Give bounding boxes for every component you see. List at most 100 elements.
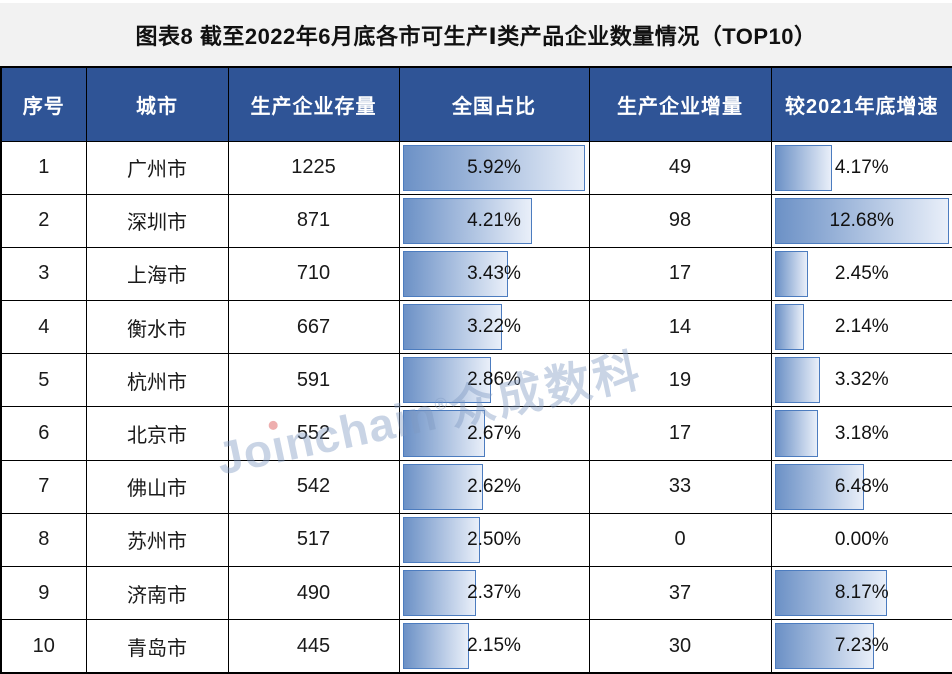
growth-cell: 4.17%: [770, 140, 952, 195]
table-row: 4 衡水市 667 3.22% 14 2.14%: [0, 300, 952, 355]
table-row: 1 广州市 1225 5.92% 49 4.17%: [0, 140, 952, 195]
share-cell: 5.92%: [398, 140, 590, 195]
growth-cell-bar: [774, 250, 809, 298]
growth-cell-value: 8.17%: [834, 582, 889, 604]
rank-cell: 4: [0, 300, 87, 355]
increment-cell: 0: [588, 512, 772, 568]
growth-cell-value: 7.23%: [834, 635, 889, 657]
share-cell-bar: [402, 410, 485, 457]
rank-cell: 2: [0, 193, 87, 248]
table-row: 7 佛山市 542 2.62% 33 6.48%: [0, 459, 952, 514]
table-row: 6 北京市 552 2.67% 17 3.18%: [0, 406, 952, 461]
growth-cell-value: 6.48%: [834, 475, 889, 497]
share-cell-bar: [402, 197, 533, 244]
header-city: 城市: [85, 66, 229, 142]
growth-cell: 12.68%: [770, 193, 952, 248]
stock-cell: 490: [227, 565, 400, 621]
stock-cell: 445: [227, 619, 400, 674]
table-row: 2 深圳市 871 4.21% 98 12.68%: [0, 193, 952, 248]
rank-cell: 7: [0, 459, 87, 514]
city-cell: 青岛市: [85, 619, 229, 674]
rank-cell: 10: [0, 619, 87, 674]
share-cell-value: 2.15%: [467, 635, 521, 657]
city-cell: 广州市: [85, 140, 229, 195]
increment-cell: 30: [588, 619, 772, 674]
city-cell: 北京市: [85, 406, 229, 461]
city-cell: 杭州市: [85, 353, 229, 408]
growth-cell-bar: [774, 197, 949, 244]
share-cell-bar: [402, 570, 476, 617]
share-cell-value: 2.67%: [467, 422, 521, 444]
stock-cell: 517: [227, 512, 400, 568]
header-share: 全国占比: [398, 66, 590, 142]
share-cell: 2.37%: [398, 565, 590, 621]
growth-cell-value: 0.00%: [834, 528, 889, 550]
growth-cell-bar: [774, 304, 804, 351]
share-cell-value: 4.21%: [467, 209, 521, 231]
share-cell-value: 5.92%: [467, 156, 521, 178]
header-increment: 生产企业增量: [588, 66, 772, 142]
share-cell: 2.67%: [398, 406, 590, 461]
stock-cell: 591: [227, 353, 400, 408]
stock-cell: 667: [227, 300, 400, 355]
growth-cell-bar: [774, 357, 821, 404]
city-cell: 苏州市: [85, 512, 229, 568]
header-rank: 序号: [0, 66, 87, 142]
title-band: 图表8 截至2022年6月底各市可生产Ⅰ类产品企业数量情况（TOP10）: [0, 0, 952, 66]
share-cell: 2.50%: [398, 512, 590, 568]
stock-cell: 552: [227, 406, 400, 461]
growth-cell-value: 3.32%: [834, 369, 889, 391]
growth-cell: 3.32%: [770, 353, 952, 408]
share-cell-bar: [402, 304, 502, 351]
increment-cell: 14: [588, 300, 772, 355]
growth-cell-value: 2.14%: [834, 316, 889, 338]
growth-cell-value: 3.18%: [834, 422, 889, 444]
stock-cell: 1225: [227, 140, 400, 195]
city-cell: 济南市: [85, 565, 229, 621]
growth-cell: 8.17%: [770, 565, 952, 621]
growth-cell: 6.48%: [770, 459, 952, 514]
growth-cell: 7.23%: [770, 619, 952, 674]
share-cell-value: 3.22%: [467, 316, 521, 338]
growth-cell: 2.14%: [770, 300, 952, 355]
share-cell-bar: [402, 357, 491, 404]
top10-city-table: 序号 城市 生产企业存量 全国占比 生产企业增量 较2021年底增速 1 广州市 1…: [0, 66, 952, 674]
share-cell: 3.43%: [398, 246, 590, 302]
growth-cell-value: 2.45%: [834, 262, 889, 284]
stock-cell: 710: [227, 246, 400, 302]
table-header-row: 序号 城市 生产企业存量 全国占比 生产企业增量 较2021年底增速: [0, 66, 952, 142]
growth-cell-bar: [774, 410, 819, 457]
increment-cell: 17: [588, 246, 772, 302]
share-cell-value: 2.37%: [467, 582, 521, 604]
rank-cell: 3: [0, 246, 87, 302]
share-cell-bar: [402, 250, 509, 298]
rank-cell: 5: [0, 353, 87, 408]
share-cell-value: 2.86%: [467, 369, 521, 391]
rank-cell: 8: [0, 512, 87, 568]
growth-cell-bar: [774, 623, 874, 669]
share-cell: 3.22%: [398, 300, 590, 355]
rank-cell: 9: [0, 565, 87, 621]
share-cell: 2.86%: [398, 353, 590, 408]
share-cell: 4.21%: [398, 193, 590, 248]
increment-cell: 33: [588, 459, 772, 514]
chart-title: 图表8 截至2022年6月底各市可生产Ⅰ类产品企业数量情况（TOP10）: [135, 23, 817, 49]
growth-cell-value: 4.17%: [834, 156, 889, 178]
increment-cell: 98: [588, 193, 772, 248]
city-cell: 衡水市: [85, 300, 229, 355]
share-cell-value: 2.62%: [467, 475, 521, 497]
rank-cell: 1: [0, 140, 87, 195]
increment-cell: 17: [588, 406, 772, 461]
increment-cell: 19: [588, 353, 772, 408]
stock-cell: 542: [227, 459, 400, 514]
growth-cell: 3.18%: [770, 406, 952, 461]
city-cell: 深圳市: [85, 193, 229, 248]
city-cell: 上海市: [85, 246, 229, 302]
growth-cell-value: 12.68%: [829, 209, 894, 231]
increment-cell: 37: [588, 565, 772, 621]
growth-cell-bar: [774, 570, 887, 617]
share-cell-bar: [402, 516, 480, 563]
growth-cell-bar: [774, 144, 832, 191]
share-cell: 2.62%: [398, 459, 590, 514]
